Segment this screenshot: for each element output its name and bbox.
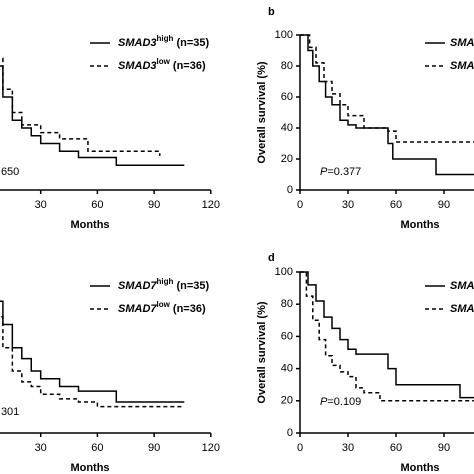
x-axis-label: Months bbox=[70, 219, 109, 231]
panel-letter: d bbox=[268, 252, 275, 264]
panel: 0306090120020406080100MonthsOverall surv… bbox=[256, 252, 474, 474]
p-value: P=0.650 bbox=[0, 166, 19, 178]
survival-curve bbox=[0, 57, 161, 156]
p-value: P=0.377 bbox=[320, 166, 361, 178]
x-tick-label: 60 bbox=[390, 199, 402, 211]
p-number: =0.301 bbox=[0, 406, 19, 418]
survival-curve bbox=[300, 271, 474, 399]
legend-group: high bbox=[157, 277, 174, 286]
legend-gene: SMAD7 bbox=[450, 280, 474, 292]
p-symbol: P bbox=[320, 166, 328, 178]
legend-gene: SMAD3 bbox=[450, 37, 474, 49]
survival-curve bbox=[300, 34, 474, 176]
y-tick-label: 80 bbox=[281, 298, 293, 310]
y-tick-label: 20 bbox=[281, 153, 293, 165]
y-axis-label: Overall survival (%) bbox=[256, 301, 268, 403]
survival-curve bbox=[0, 65, 185, 166]
x-tick-label: 30 bbox=[35, 442, 47, 454]
y-axis-label: Overall survival (%) bbox=[256, 61, 268, 163]
legend-label: SMAD3high (n=35) bbox=[118, 34, 210, 49]
y-tick-label: 100 bbox=[275, 29, 293, 41]
p-number: =0.377 bbox=[327, 166, 361, 178]
legend-label: SMAD3low (n=36) bbox=[118, 57, 206, 72]
p-symbol: P bbox=[320, 396, 328, 408]
x-tick-label: 30 bbox=[35, 199, 47, 211]
legend-group: high bbox=[157, 34, 174, 43]
x-tick-label: 90 bbox=[438, 442, 450, 454]
p-number: =0.650 bbox=[0, 166, 19, 178]
p-value: P=0.301 bbox=[0, 406, 19, 418]
legend-gene: SMAD7 bbox=[118, 280, 157, 292]
x-tick-label: 90 bbox=[148, 199, 160, 211]
y-tick-label: 40 bbox=[281, 122, 293, 134]
legend-gene: SMAD7 bbox=[118, 303, 157, 315]
legend-label: SMAD3low (n=36) bbox=[450, 57, 474, 72]
legend-gene: SMAD3 bbox=[118, 37, 157, 49]
x-tick-label: 90 bbox=[148, 442, 160, 454]
panel-letter: b bbox=[268, 6, 275, 18]
x-tick-label: 60 bbox=[91, 442, 103, 454]
y-tick-label: 80 bbox=[281, 60, 293, 72]
x-axis-label: Months bbox=[400, 462, 439, 474]
y-tick-label: 100 bbox=[275, 266, 293, 278]
legend-gene: SMAD3 bbox=[450, 60, 474, 72]
x-axis-label: Months bbox=[400, 219, 439, 231]
legend-count: (n=36) bbox=[170, 60, 206, 72]
legend-group: low bbox=[157, 300, 171, 309]
legend-gene: SMAD3 bbox=[118, 60, 157, 72]
legend-count: (n=36) bbox=[170, 303, 206, 315]
survival-curve bbox=[300, 271, 474, 402]
y-tick-label: 60 bbox=[281, 91, 293, 103]
legend-count: (n=35) bbox=[173, 280, 209, 292]
x-tick-label: 0 bbox=[297, 199, 303, 211]
x-tick-label: 120 bbox=[202, 442, 220, 454]
panel: 0306090120020406080100MonthsOverall surv… bbox=[256, 6, 474, 231]
y-tick-label: 60 bbox=[281, 330, 293, 342]
x-axis-label: Months bbox=[70, 462, 109, 474]
legend-label: SMAD7high (n=35) bbox=[450, 277, 474, 292]
legend-label: SMAD7low (n=36) bbox=[450, 300, 474, 315]
legend-label: SMAD7high (n=35) bbox=[118, 277, 210, 292]
x-tick-label: 30 bbox=[342, 442, 354, 454]
p-value: P=0.109 bbox=[320, 396, 361, 408]
legend-label: SMAD3high (n=35) bbox=[450, 34, 474, 49]
x-tick-label: 120 bbox=[202, 199, 220, 211]
legend-gene: SMAD7 bbox=[450, 303, 474, 315]
x-tick-label: 0 bbox=[297, 442, 303, 454]
x-tick-label: 60 bbox=[91, 199, 103, 211]
x-tick-label: 60 bbox=[390, 442, 402, 454]
y-tick-label: 20 bbox=[281, 395, 293, 407]
x-tick-label: 30 bbox=[342, 199, 354, 211]
legend-label: SMAD7low (n=36) bbox=[118, 300, 206, 315]
legend-group: low bbox=[157, 57, 171, 66]
survival-curve bbox=[0, 300, 185, 403]
y-tick-label: 40 bbox=[281, 363, 293, 375]
panel: 0306090120020406080100MonthsP=0.650SMAD3… bbox=[0, 34, 220, 231]
legend-count: (n=35) bbox=[173, 37, 209, 49]
y-tick-label: 0 bbox=[287, 427, 293, 439]
y-tick-label: 0 bbox=[287, 184, 293, 196]
x-tick-label: 90 bbox=[438, 199, 450, 211]
survival-curve bbox=[300, 34, 474, 143]
panel: 0306090120020406080100MonthsP=0.301SMAD7… bbox=[0, 277, 220, 474]
p-number: =0.109 bbox=[327, 396, 361, 408]
survival-curve bbox=[0, 316, 185, 408]
